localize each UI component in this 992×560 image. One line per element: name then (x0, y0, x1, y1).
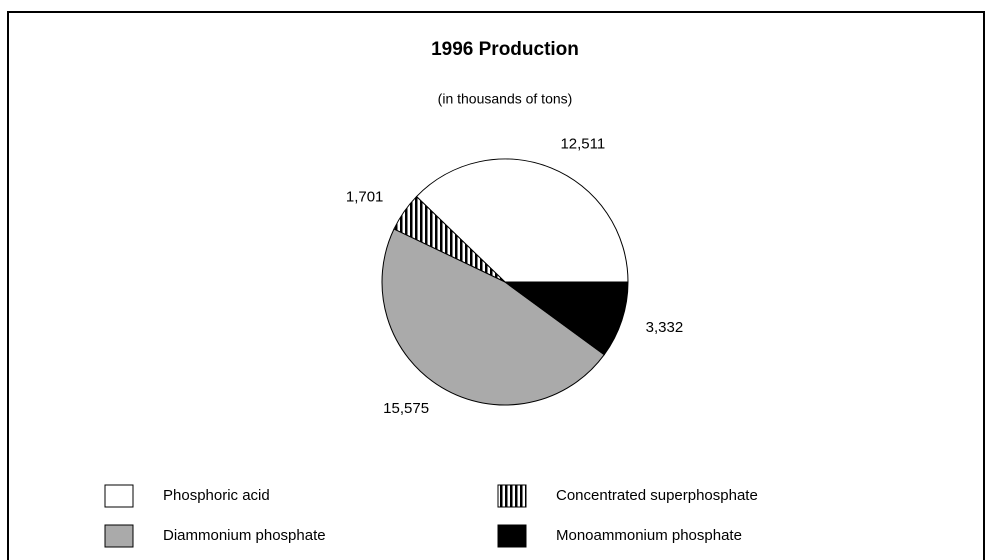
chart-title: 1996 Production (431, 39, 579, 60)
legend-label: Monoammonium phosphate (556, 527, 742, 544)
legend-label: Diammonium phosphate (163, 527, 326, 544)
legend-swatch (104, 484, 134, 508)
legend-swatch (497, 524, 527, 548)
pie-slice (415, 158, 629, 283)
chart-subtitle: (in thousands of tons) (438, 91, 573, 107)
data-label: 12,511 (560, 136, 605, 153)
pie-slice (503, 281, 629, 356)
legend-swatch (104, 524, 134, 548)
legend-swatch (497, 484, 527, 508)
data-label: 3,332 (646, 319, 684, 336)
data-label: 15,575 (383, 400, 429, 417)
pie-slice (381, 228, 605, 406)
legend-label: Phosphoric acid (163, 487, 270, 504)
data-label: 1,701 (346, 189, 384, 206)
legend-label: Concentrated superphosphate (556, 487, 758, 504)
